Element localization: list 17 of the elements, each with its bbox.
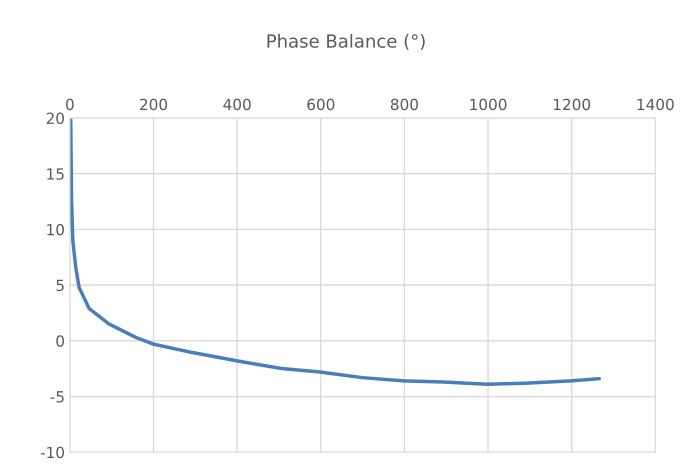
x-tick-label: 800: [390, 98, 418, 110]
y-tick-label: 15: [47, 168, 64, 180]
y-tick-label: 5: [56, 280, 64, 292]
y-tick-label: -5: [50, 391, 64, 403]
x-tick-label: 1200: [554, 98, 590, 110]
x-tick-label: 600: [307, 98, 334, 110]
x-tick-label: 1400: [638, 98, 674, 110]
x-tick-label: 0: [66, 98, 74, 110]
x-tick-label: 1000: [470, 98, 506, 110]
line-series: [70, 118, 602, 386]
y-tick-label: -10: [40, 446, 64, 458]
x-tick-label: 200: [140, 98, 168, 110]
y-tick-label: 10: [47, 224, 64, 236]
y-tick-label: 20: [46, 112, 64, 124]
y-tick-label: 0: [56, 335, 64, 347]
chart-title: Phase Balance (°): [268, 34, 425, 50]
x-tick-label: 400: [223, 98, 251, 110]
